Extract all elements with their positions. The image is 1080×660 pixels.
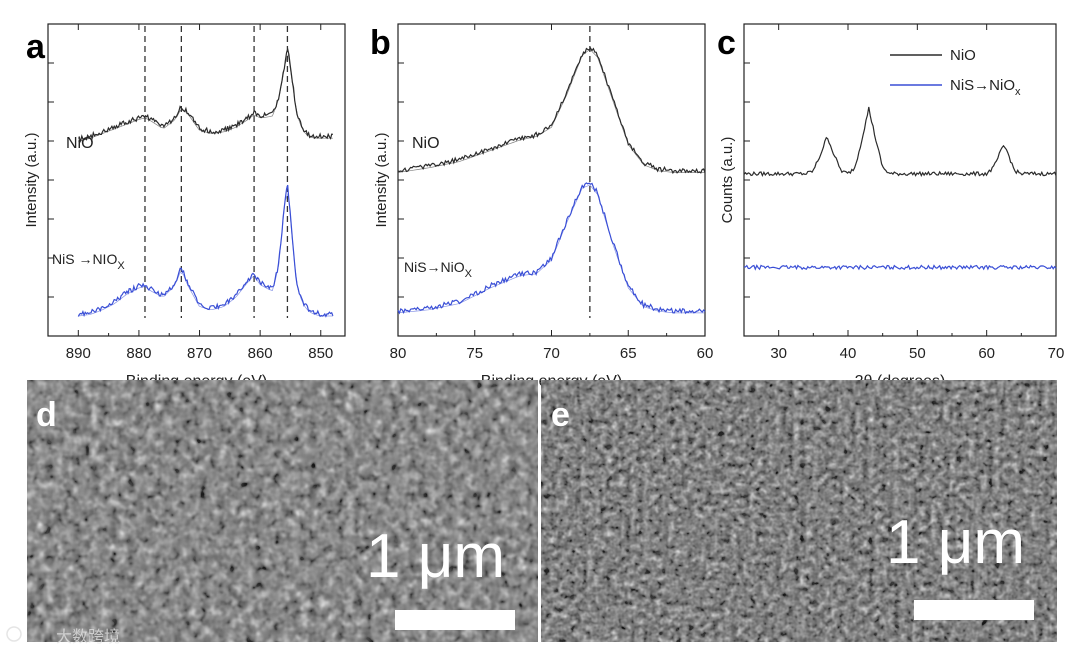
- x-tick-label: 40: [840, 345, 857, 362]
- panel-label-d: d: [36, 396, 57, 434]
- plot-frame: [47, 23, 346, 337]
- panel-label-a: a: [26, 28, 46, 66]
- x-tick-label: 70: [1048, 345, 1065, 362]
- sem-image-e: e 1 μm: [541, 380, 1057, 642]
- y-axis-label: Intensity (a.u.): [23, 132, 40, 227]
- plot-frame: [743, 23, 1057, 337]
- y-axis-label: Counts (a.u.): [719, 137, 736, 224]
- x-tick-label: 30: [770, 345, 787, 362]
- x-tick-label: 80: [390, 345, 407, 362]
- legend-label-nis: NiS→NiOx: [950, 77, 1021, 98]
- chart-panel-c: 30405060702θ (degrees)Counts (a.u.)NiONi…: [719, 23, 1065, 390]
- series-fit-nis: [78, 192, 333, 317]
- chart-panel-b: 8075706560Binding energy (eV)Intensity (…: [373, 23, 714, 390]
- series-fit-nio: [397, 48, 705, 173]
- y-axis-label: Intensity (a.u.): [373, 132, 390, 227]
- x-tick-label: 60: [978, 345, 995, 362]
- series-fit-nis: [397, 184, 705, 314]
- panel-label-b: b: [370, 24, 391, 62]
- series-line-nis: [397, 182, 706, 315]
- series-label-nio: NiO: [412, 135, 440, 152]
- series-label-nis: NiS→NiOX: [404, 259, 473, 280]
- scale-label-d: 1 μm: [366, 522, 505, 591]
- scale-label-e: 1 μm: [886, 508, 1025, 577]
- series-fit-nio: [78, 54, 333, 142]
- x-tick-label: 860: [248, 345, 273, 362]
- watermark: 大数跨境: [6, 626, 120, 646]
- sem-image-d: d 1 μm: [27, 380, 538, 642]
- watermark-icon: [6, 626, 22, 642]
- scale-bar-d: [395, 610, 515, 630]
- series-line-nio: [743, 106, 1057, 178]
- chart-panel-a: 890880870860850Binding energy (eV)Intens…: [23, 23, 346, 390]
- x-tick-label: 60: [697, 345, 714, 362]
- watermark-text: 大数跨境: [56, 627, 120, 646]
- panel-label-e: e: [551, 396, 570, 434]
- x-tick-label: 850: [308, 345, 333, 362]
- series-line-nio: [397, 47, 706, 175]
- x-tick-label: 870: [187, 345, 212, 362]
- x-tick-label: 70: [543, 345, 560, 362]
- series-label-nio: NiO: [66, 135, 94, 152]
- series-line-nio: [78, 47, 333, 143]
- plot-frame: [397, 23, 706, 337]
- x-tick-label: 50: [909, 345, 926, 362]
- series-line-nis: [743, 264, 1057, 271]
- panel-label-c: c: [717, 24, 736, 62]
- legend-label-nio: NiO: [950, 47, 976, 64]
- x-tick-label: 65: [620, 345, 637, 362]
- x-tick-label: 880: [126, 345, 151, 362]
- x-tick-label: 890: [66, 345, 91, 362]
- x-tick-label: 75: [466, 345, 483, 362]
- scale-bar-e: [914, 600, 1034, 620]
- series-label-nis: NiS →NIOX: [52, 251, 125, 272]
